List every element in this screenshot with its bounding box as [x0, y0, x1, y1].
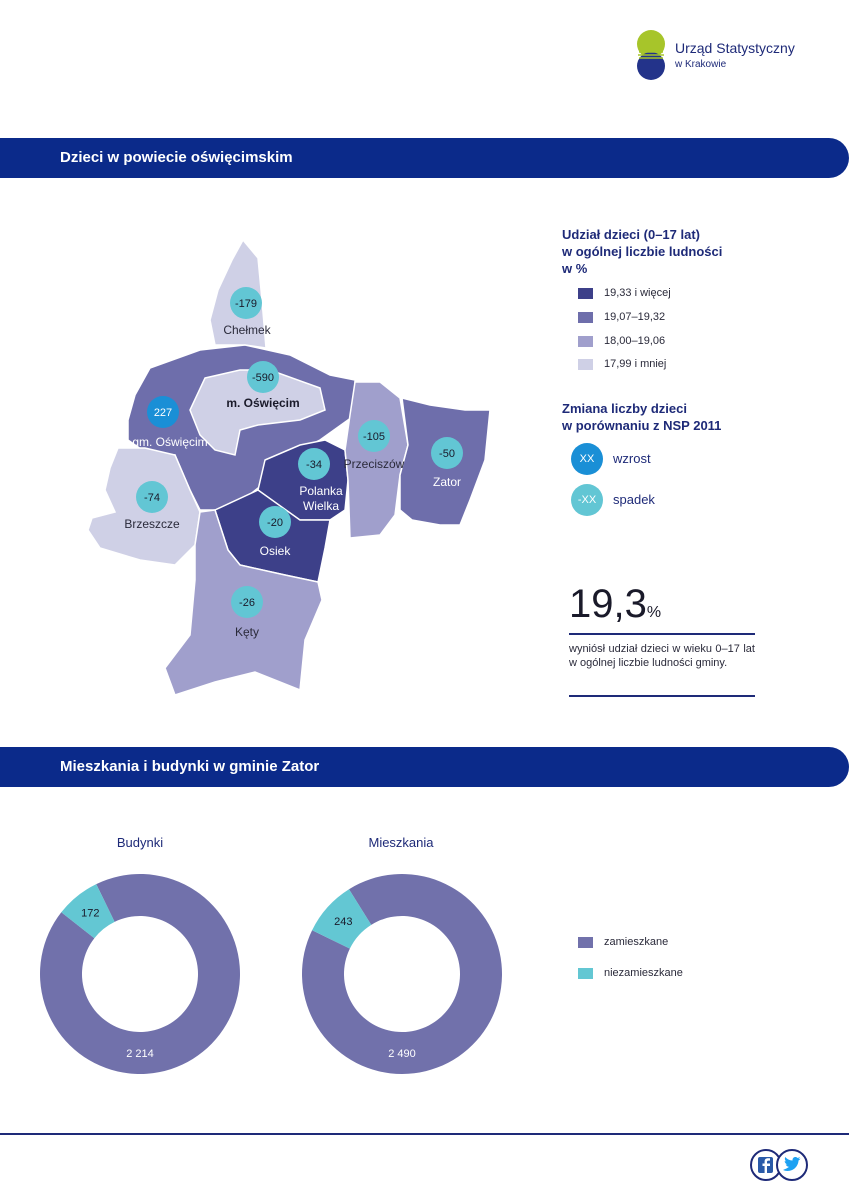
svg-text:-20: -20 [267, 517, 283, 529]
social-links [750, 1149, 808, 1181]
legend-label: niezamieszkane [604, 967, 683, 979]
label-polanka-1: Polanka [299, 484, 343, 498]
bubble-chelmek: -179 [230, 287, 262, 319]
donut-legend-item-uninhabited: niezamieszkane [578, 967, 718, 981]
change-legend-title-line-1: Zmiana liczby dzieci [562, 401, 687, 416]
svg-text:-34: -34 [306, 459, 322, 471]
logo-title: Urząd Statystyczny [675, 40, 795, 56]
label-osiek: Osiek [260, 544, 292, 558]
stat-value: 19,3% [569, 582, 661, 627]
label-oswiecim-city: m. Oświęcim [226, 396, 299, 410]
donut-value-label-uninhabited: 243 [334, 916, 352, 928]
donut-legend-item-inhabited: zamieszkane [578, 936, 718, 950]
donut-value-label-inhabited: 2 214 [126, 1048, 154, 1060]
stat-unit: % [646, 604, 662, 621]
legend-label: 17,99 i mniej [604, 358, 667, 370]
legend-title-line-3: w % [562, 261, 588, 276]
donut-slice-inhabited [40, 874, 240, 1074]
logo: Urząd Statystyczny w Krakowie [633, 30, 833, 82]
svg-text:-590: -590 [252, 372, 274, 384]
label-polanka-2: Wielka [303, 499, 339, 513]
label-kety: Kęty [235, 625, 259, 639]
donut-chart-dwellings: 2 490 243 [301, 874, 502, 1074]
change-legend-title: Zmiana liczby dzieci w porównaniu z NSP … [562, 400, 721, 434]
donut-slice-uninhabited [61, 884, 115, 939]
district-map: -179 -590 227 -74 -34 -105 -50 -20 -26 C… [87, 238, 491, 696]
legend-title-line-1: Udział dzieci (0–17 lat) [562, 227, 700, 242]
legend-swatch [578, 336, 593, 347]
svg-text:-105: -105 [363, 431, 385, 443]
decrease-label: spadek [613, 492, 655, 507]
donut-slice-inhabited [301, 874, 502, 1074]
legend-label: 19,07–19,32 [604, 311, 666, 323]
legend-label: 19,33 i więcej [604, 287, 671, 299]
legend-swatch [578, 968, 593, 979]
svg-text:-26: -26 [239, 597, 255, 609]
legend-swatch [578, 359, 593, 370]
donut-value-label-uninhabited: 172 [81, 908, 99, 920]
change-legend-title-line-2: w porównaniu z NSP 2011 [562, 418, 722, 433]
increase-label: wzrost [613, 451, 651, 466]
section-banner-housing: Mieszkania i budynki w gminie Zator [0, 747, 849, 787]
legend-swatch [578, 312, 593, 323]
bubble-polanka: -34 [298, 448, 330, 480]
bubble-zator: -50 [431, 437, 463, 469]
bubble-oswiecim-gm: 227 [147, 396, 179, 428]
bubble-kety: -26 [231, 586, 263, 618]
label-chelmek: Chełmek [223, 323, 271, 337]
footer-divider [0, 1133, 849, 1135]
bubble-oswiecim-city: -590 [247, 361, 279, 393]
legend-swatch [578, 288, 593, 299]
legend-swatch [578, 937, 593, 948]
label-brzeszcze: Brzeszcze [124, 517, 180, 531]
decrease-symbol: -XX [571, 484, 603, 516]
svg-text:-179: -179 [235, 298, 257, 310]
svg-text:-74: -74 [144, 492, 160, 504]
donut-title-buildings: Budynki [116, 835, 164, 850]
logo-subtitle: w Krakowie [675, 59, 727, 70]
svg-text:-50: -50 [439, 448, 455, 460]
label-przeciszow: Przeciszów [344, 457, 405, 471]
donut-slice-uninhabited [312, 889, 372, 949]
region-przeciszow [344, 381, 409, 539]
label-zator: Zator [433, 475, 461, 489]
label-oswiecim-gm: gm. Oświęcim [132, 435, 207, 449]
increase-symbol: XX [571, 443, 603, 475]
legend-label: 18,00–19,06 [604, 335, 666, 347]
donut-title-dwellings: Mieszkania [368, 835, 434, 850]
legend-label: zamieszkane [604, 936, 669, 948]
donut-chart-buildings: 2 214 172 [40, 874, 240, 1074]
logo-mark-icon [637, 30, 665, 80]
donut-value-label-inhabited: 2 490 [388, 1048, 416, 1060]
stat-number: 19,3 [569, 582, 647, 626]
bubble-brzeszcze: -74 [136, 481, 168, 513]
legend-title-line-2: w ogólnej liczbie ludności [562, 244, 723, 259]
bubble-osiek: -20 [259, 506, 291, 538]
svg-text:227: 227 [154, 407, 172, 419]
stat-description: wyniósł udział dzieci w wieku 0–17 lat w… [569, 633, 755, 697]
section-banner-children: Dzieci w powiecie oświęcimskim [0, 138, 849, 178]
twitter-icon[interactable] [776, 1149, 808, 1181]
legend-title: Udział dzieci (0–17 lat) w ogólnej liczb… [562, 226, 722, 277]
bubble-przeciszow: -105 [358, 420, 390, 452]
